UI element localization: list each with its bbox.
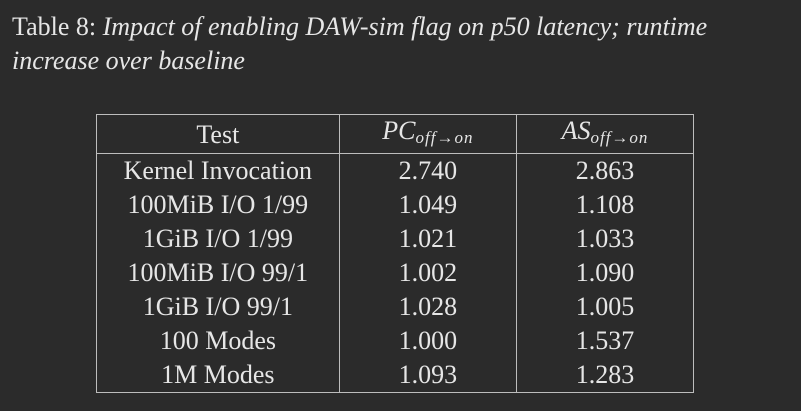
header-as-sub: off→on — [590, 128, 649, 147]
table-row: 100 Modes 1.000 1.537 — [96, 324, 694, 358]
cell-pc: 2.740 — [338, 153, 518, 188]
header-as-main: AS — [561, 116, 591, 145]
cell-as: 1.090 — [516, 256, 694, 290]
table-header-row: Test PCoff→on ASoff→on — [96, 114, 694, 154]
cell-pc: 1.049 — [338, 188, 518, 222]
cell-pc: 1.000 — [338, 324, 518, 358]
header-test: Test — [96, 114, 340, 154]
cell-as: 1.537 — [516, 324, 694, 358]
cell-as: 1.108 — [516, 188, 694, 222]
cell-test: 100 Modes — [96, 324, 340, 358]
caption-label: Table 8: — [12, 12, 97, 41]
table-caption: Table 8: Impact of enabling DAW-sim flag… — [12, 10, 792, 78]
cell-pc: 1.028 — [338, 290, 518, 324]
cell-as: 2.863 — [516, 153, 694, 188]
header-pc: PCoff→on — [338, 114, 518, 154]
header-pc-sub: off→on — [415, 128, 474, 147]
caption-text: Impact of enabling DAW-sim flag on p50 l… — [12, 12, 708, 75]
cell-test: 100MiB I/O 1/99 — [96, 188, 340, 222]
cell-as: 1.283 — [516, 358, 694, 393]
table-row: 100MiB I/O 1/99 1.049 1.108 — [96, 188, 694, 222]
cell-test: 1M Modes — [96, 358, 340, 393]
cell-as: 1.033 — [516, 222, 694, 256]
cell-test: 1GiB I/O 99/1 — [96, 290, 340, 324]
header-as: ASoff→on — [516, 114, 694, 154]
table-row: 1GiB I/O 1/99 1.021 1.033 — [96, 222, 694, 256]
cell-pc: 1.093 — [338, 358, 518, 393]
table-row: 100MiB I/O 99/1 1.002 1.090 — [96, 256, 694, 290]
cell-pc: 1.002 — [338, 256, 518, 290]
table-row: 1GiB I/O 99/1 1.028 1.005 — [96, 290, 694, 324]
results-table: Test PCoff→on ASoff→on Kernel Invocation… — [96, 114, 694, 393]
cell-test: 1GiB I/O 1/99 — [96, 222, 340, 256]
cell-test: 100MiB I/O 99/1 — [96, 256, 340, 290]
header-pc-main: PC — [382, 116, 416, 145]
cell-test: Kernel Invocation — [96, 153, 340, 188]
table-row: 1M Modes 1.093 1.283 — [96, 358, 694, 393]
cell-pc: 1.021 — [338, 222, 518, 256]
cell-as: 1.005 — [516, 290, 694, 324]
table-row: Kernel Invocation 2.740 2.863 — [96, 153, 694, 188]
